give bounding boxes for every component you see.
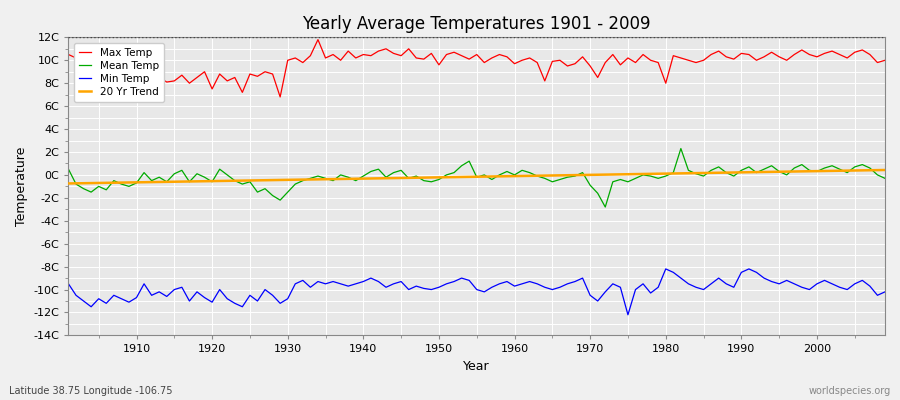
Mean Temp — [290, 182, 301, 186]
Min Temp — [600, 290, 611, 294]
Text: Latitude 38.75 Longitude -106.75: Latitude 38.75 Longitude -106.75 — [9, 386, 173, 396]
Max Temp — [312, 37, 323, 42]
Min Temp — [290, 282, 301, 286]
20 Yr Trend — [123, 180, 134, 185]
20 Yr Trend — [600, 172, 611, 177]
20 Yr Trend — [501, 174, 512, 179]
Min Temp — [623, 312, 634, 317]
20 Yr Trend — [63, 181, 74, 186]
20 Yr Trend — [335, 176, 346, 181]
Mean Temp — [63, 167, 74, 172]
Min Temp — [501, 279, 512, 284]
Max Temp — [615, 62, 626, 67]
Max Temp — [517, 58, 527, 63]
Mean Temp — [501, 169, 512, 174]
X-axis label: Year: Year — [464, 360, 490, 373]
Min Temp — [509, 284, 520, 288]
Line: Mean Temp: Mean Temp — [68, 148, 885, 207]
Mean Temp — [608, 179, 618, 184]
Max Temp — [123, 81, 134, 86]
Max Temp — [63, 52, 74, 57]
Min Temp — [123, 300, 134, 304]
20 Yr Trend — [879, 168, 890, 172]
Min Temp — [879, 290, 890, 294]
Mean Temp — [335, 172, 346, 177]
Title: Yearly Average Temperatures 1901 - 2009: Yearly Average Temperatures 1901 - 2009 — [302, 15, 651, 33]
Max Temp — [525, 56, 535, 60]
Legend: Max Temp, Mean Temp, Min Temp, 20 Yr Trend: Max Temp, Mean Temp, Min Temp, 20 Yr Tre… — [74, 42, 164, 102]
Text: worldspecies.org: worldspecies.org — [809, 386, 891, 396]
Max Temp — [350, 56, 361, 60]
Max Temp — [274, 94, 285, 99]
Min Temp — [63, 282, 74, 286]
Line: Min Temp: Min Temp — [68, 269, 885, 315]
Max Temp — [297, 60, 308, 65]
Mean Temp — [123, 184, 134, 189]
Max Temp — [879, 58, 890, 63]
Mean Temp — [676, 146, 687, 151]
20 Yr Trend — [509, 174, 520, 178]
20 Yr Trend — [290, 177, 301, 182]
Mean Temp — [509, 172, 520, 177]
Mean Temp — [879, 176, 890, 181]
Min Temp — [661, 266, 671, 271]
Line: 20 Yr Trend: 20 Yr Trend — [68, 170, 885, 184]
Mean Temp — [600, 205, 611, 210]
Y-axis label: Temperature: Temperature — [15, 147, 28, 226]
Line: Max Temp: Max Temp — [68, 40, 885, 97]
Min Temp — [335, 282, 346, 286]
